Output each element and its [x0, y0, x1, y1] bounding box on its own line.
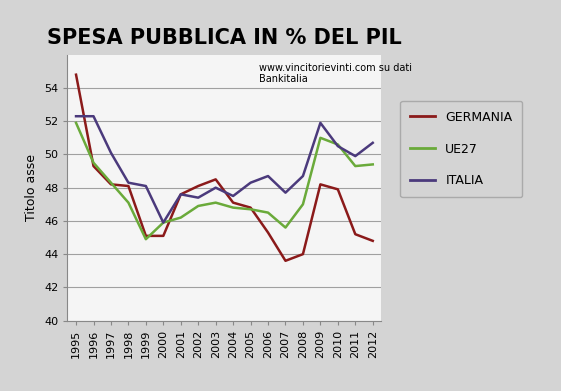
ITALIA — [177, 192, 184, 197]
GERMANIA — [195, 184, 201, 188]
GERMANIA — [177, 192, 184, 197]
UE27 — [282, 225, 289, 230]
GERMANIA — [265, 230, 272, 235]
GERMANIA — [300, 252, 306, 256]
UE27 — [265, 210, 272, 215]
GERMANIA — [352, 232, 358, 237]
UE27 — [369, 162, 376, 167]
GERMANIA — [247, 205, 254, 210]
GERMANIA — [212, 177, 219, 182]
Line: UE27: UE27 — [76, 123, 373, 239]
UE27 — [300, 202, 306, 206]
UE27 — [160, 220, 167, 225]
GERMANIA — [90, 164, 97, 169]
UE27 — [230, 205, 237, 210]
UE27 — [108, 180, 114, 185]
GERMANIA — [317, 182, 324, 187]
ITALIA — [73, 114, 80, 118]
Title: SPESA PUBBLICA IN % DEL PIL: SPESA PUBBLICA IN % DEL PIL — [47, 28, 402, 48]
ITALIA — [282, 190, 289, 195]
ITALIA — [195, 196, 201, 200]
UE27 — [125, 200, 132, 205]
GERMANIA — [369, 239, 376, 243]
ITALIA — [90, 114, 97, 118]
ITALIA — [317, 120, 324, 125]
UE27 — [142, 237, 149, 242]
GERMANIA — [160, 233, 167, 238]
UE27 — [90, 160, 97, 165]
Line: GERMANIA: GERMANIA — [76, 75, 373, 261]
Y-axis label: Titolo asse: Titolo asse — [25, 154, 39, 221]
GERMANIA — [125, 184, 132, 188]
ITALIA — [352, 154, 358, 158]
ITALIA — [334, 144, 341, 149]
ITALIA — [230, 194, 237, 198]
GERMANIA — [282, 258, 289, 263]
ITALIA — [369, 140, 376, 145]
ITALIA — [265, 174, 272, 178]
Legend: GERMANIA, UE27, ITALIA: GERMANIA, UE27, ITALIA — [401, 101, 522, 197]
GERMANIA — [334, 187, 341, 192]
ITALIA — [108, 151, 114, 155]
GERMANIA — [142, 233, 149, 238]
GERMANIA — [73, 72, 80, 77]
ITALIA — [212, 185, 219, 190]
UE27 — [334, 142, 341, 147]
ITALIA — [247, 180, 254, 185]
UE27 — [195, 204, 201, 208]
UE27 — [177, 215, 184, 220]
ITALIA — [160, 220, 167, 225]
ITALIA — [142, 184, 149, 188]
ITALIA — [125, 180, 132, 185]
UE27 — [352, 164, 358, 169]
UE27 — [212, 200, 219, 205]
GERMANIA — [230, 200, 237, 205]
GERMANIA — [108, 182, 114, 187]
Line: ITALIA: ITALIA — [76, 116, 373, 222]
UE27 — [73, 120, 80, 125]
UE27 — [247, 207, 254, 212]
ITALIA — [300, 174, 306, 178]
Text: www.vincitorievinti.com su dati
Bankitalia: www.vincitorievinti.com su dati Bankital… — [259, 63, 412, 84]
UE27 — [317, 135, 324, 140]
